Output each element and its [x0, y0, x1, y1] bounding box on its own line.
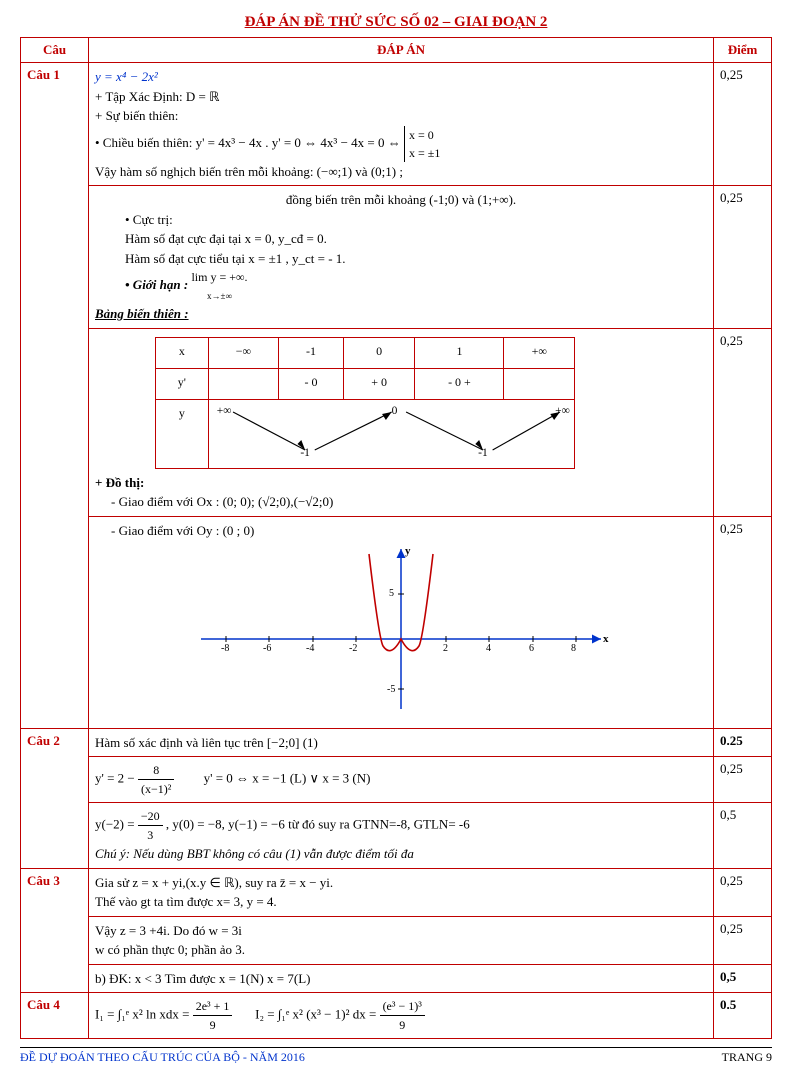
footer-left: ĐỀ DỰ ĐOÁN THEO CẤU TRÚC CỦA BỘ - NĂM 20… [20, 1050, 305, 1065]
bbt-yp1 [208, 368, 278, 399]
cau1-l3b-bot: x = ±1 [409, 146, 440, 160]
cau1-s4: 0,25 [714, 516, 772, 728]
cau1-fn: y = x⁴ − 2x² [95, 69, 158, 84]
cau1-l4: Vậy hàm số nghịch biến trên mỗi khoảng: … [95, 164, 403, 179]
svg-text:-4: -4 [306, 643, 314, 654]
cau4-label: Câu 4 [27, 997, 60, 1012]
cau1-l3b-top: x = 0 [409, 128, 434, 142]
svg-text:5: 5 [389, 588, 394, 599]
cau1-l8: Hàm số đạt cực tiểu tại x = ±1 , y_ct = … [125, 251, 346, 266]
svg-text:-2: -2 [349, 643, 357, 654]
bbt-yp5 [504, 368, 575, 399]
footer-right: TRANG 9 [722, 1050, 772, 1065]
cau2-s1: 0.25 [714, 728, 772, 757]
cau2-s2: 0,25 [714, 757, 772, 803]
cau3-l2: Thế vào gt ta tìm được x= 3, y = 4. [95, 894, 277, 909]
cau1-l9c: x→±∞ [207, 291, 232, 301]
svg-text:-8: -8 [221, 643, 229, 654]
svg-text:-6: -6 [263, 643, 271, 654]
svg-text:0: 0 [391, 403, 397, 416]
cau4-f1n: 2e³ + 1 [193, 997, 233, 1016]
cau1-l11: + Đồ thị: [95, 475, 144, 490]
cau3-s2: 0,25 [714, 916, 772, 964]
svg-text:6: 6 [529, 643, 534, 654]
cau1-label: Câu 1 [27, 67, 60, 82]
cau1-l3a: • Chiều biến thiên: y' = 4x³ − 4x . y' =… [95, 134, 401, 149]
cau1-l12: - Giao điểm với Ox : (0; 0); (√2;0),(−√2… [95, 494, 333, 509]
cau3-s1: 0,25 [714, 868, 772, 916]
page-footer: ĐỀ DỰ ĐOÁN THEO CẤU TRÚC CỦA BỘ - NĂM 20… [20, 1047, 772, 1065]
bbt-x3: 0 [343, 337, 415, 368]
cau3-l3: Vậy z = 3 +4i. Do đó w = 3i [95, 923, 242, 938]
bbt-arrows: +∞ 0 +∞ -1 -1 [209, 400, 574, 460]
cau1-l2: + Sự biến thiên: [95, 108, 178, 123]
bbt-x5: +∞ [504, 337, 575, 368]
cau4-f1d: 9 [193, 1016, 233, 1034]
cau1-l10: Bảng biến thiên : [95, 306, 189, 321]
svg-text:8: 8 [571, 643, 576, 654]
svg-text:-5: -5 [387, 684, 395, 695]
answer-table: Câu ĐÁP ÁN Điểm Câu 1 y = x⁴ − 2x² + Tập… [20, 37, 772, 1039]
cau2-l2a: y' = 2 − [95, 770, 135, 785]
cau2-f2n: −20 [138, 807, 163, 826]
cau2-l4: Chú ý: Nếu dùng BBT không có câu (1) vẫn… [95, 846, 414, 861]
bbt-x2: -1 [279, 337, 344, 368]
cau3-s3: 0,5 [714, 964, 772, 993]
th-diem: Điểm [714, 38, 772, 63]
cau1-l9b: lim y = +∞. [191, 270, 247, 284]
cau1-l13: - Giao điểm với Oy : (0 ; 0) [95, 523, 254, 538]
bbt-x: x [156, 337, 209, 368]
svg-text:4: 4 [486, 643, 491, 654]
cau3-l1: Gia sử z = x + yi,(x.y ∈ ℝ), suy ra z̄ =… [95, 875, 333, 890]
bbt-x1: −∞ [208, 337, 278, 368]
cau3-label: Câu 3 [27, 873, 60, 888]
cau2-frac-den: (x−1)² [138, 780, 174, 798]
svg-text:x: x [603, 633, 609, 645]
cau2-l2b: y' = 0 ⇔ x = −1 (L) ∨ x = 3 (N) [204, 770, 371, 785]
th-cau: Câu [21, 38, 89, 63]
bbt-yp3: + 0 [343, 368, 415, 399]
cau2-l1: Hàm số xác định và liên tục trên [−2;0] … [89, 728, 714, 757]
cau1-s3: 0,25 [714, 328, 772, 516]
function-graph: x y -8 -6 -4 -2 2 4 6 8 5 -5 [191, 544, 611, 714]
cau2-f2d: 3 [138, 826, 163, 844]
cau1-l7: Hàm số đạt cực đại tại x = 0, y_cđ = 0. [125, 231, 327, 246]
cau3-l4: w có phần thực 0; phần ảo 3. [95, 942, 245, 957]
cau3-l5: b) ĐK: x < 3 Tìm được x = 1(N) x = 7(L) [89, 964, 714, 993]
cau1-s1: 0,25 [714, 63, 772, 186]
cau4-f2n: (e³ − 1)³ [380, 997, 425, 1016]
cau4-f2d: 9 [380, 1016, 425, 1034]
cau2-s3: 0,5 [714, 803, 772, 869]
cau1-l6: • Cực trị: [125, 212, 173, 227]
cau2-l3b: , y(0) = −8, y(−1) = −6 từ đó suy ra GTN… [166, 816, 470, 831]
svg-text:+∞: +∞ [216, 403, 231, 416]
cau2-l3a: y(−2) = [95, 816, 135, 831]
bbt-yp: y' [156, 368, 209, 399]
bbt-yp2: - 0 [279, 368, 344, 399]
cau1-l5: đồng biến trên mỗi khoảng (-1;0) và (1;+… [95, 190, 707, 210]
svg-text:y: y [405, 545, 411, 557]
cau2-label: Câu 2 [27, 733, 60, 748]
cau2-frac-num: 8 [138, 761, 174, 780]
th-dapan: ĐÁP ÁN [89, 38, 714, 63]
bbt-yp4: - 0 + [415, 368, 504, 399]
page-title: ĐÁP ÁN ĐỀ THỬ SỨC SỐ 02 – GIAI ĐOẠN 2 [20, 14, 772, 31]
cau4-l1b: I₂ = ∫₁ᵉ x² (x³ − 1)² dx = [255, 1006, 376, 1021]
bbt-x4: 1 [415, 337, 504, 368]
bbt-table: x −∞ -1 0 1 +∞ y' - 0 + 0 - 0 + [155, 337, 575, 469]
cau1-l9a: • Giới hạn : [125, 277, 188, 292]
bbt-y: y [156, 399, 209, 468]
cau1-l1: + Tập Xác Định: D = ℝ [95, 89, 219, 104]
svg-text:2: 2 [443, 643, 448, 654]
cau4-l1a: I₁ = ∫₁ᵉ x² ln xdx = [95, 1006, 189, 1021]
cau1-s2: 0,25 [714, 186, 772, 329]
cau4-s1: 0.5 [714, 993, 772, 1039]
